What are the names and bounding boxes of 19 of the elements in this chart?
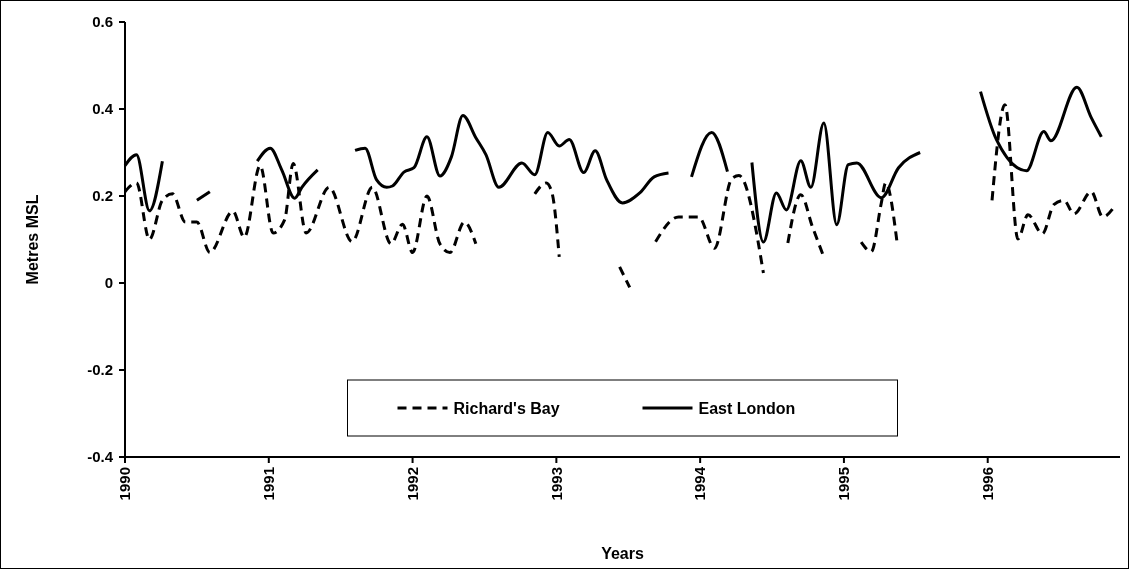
y-axis-title: Metres MSL — [24, 194, 41, 285]
line-series — [533, 181, 561, 259]
x-tick-label: 1991 — [260, 467, 278, 501]
x-tick-label: 1993 — [547, 467, 565, 501]
x-tick-label: 1996 — [978, 467, 996, 501]
x-tick-label: 1990 — [116, 467, 134, 501]
y-tick-label: 0.4 — [92, 100, 114, 118]
legend-label: East London — [698, 399, 796, 417]
x-axis-title: Years — [601, 545, 644, 562]
y-tick-label: 0 — [104, 274, 113, 292]
x-tick-label: 1994 — [691, 466, 709, 501]
x-tick-label: 1992 — [403, 467, 421, 501]
y-tick-label: -0.4 — [87, 448, 114, 466]
line-series — [353, 114, 671, 205]
y-tick-label: -0.2 — [87, 361, 113, 379]
y-tick-label: 0.6 — [92, 13, 113, 31]
x-tick-label: 1995 — [835, 467, 853, 501]
legend-label: Richard's Bay — [453, 399, 560, 417]
y-tick-label: 0.2 — [92, 187, 113, 205]
